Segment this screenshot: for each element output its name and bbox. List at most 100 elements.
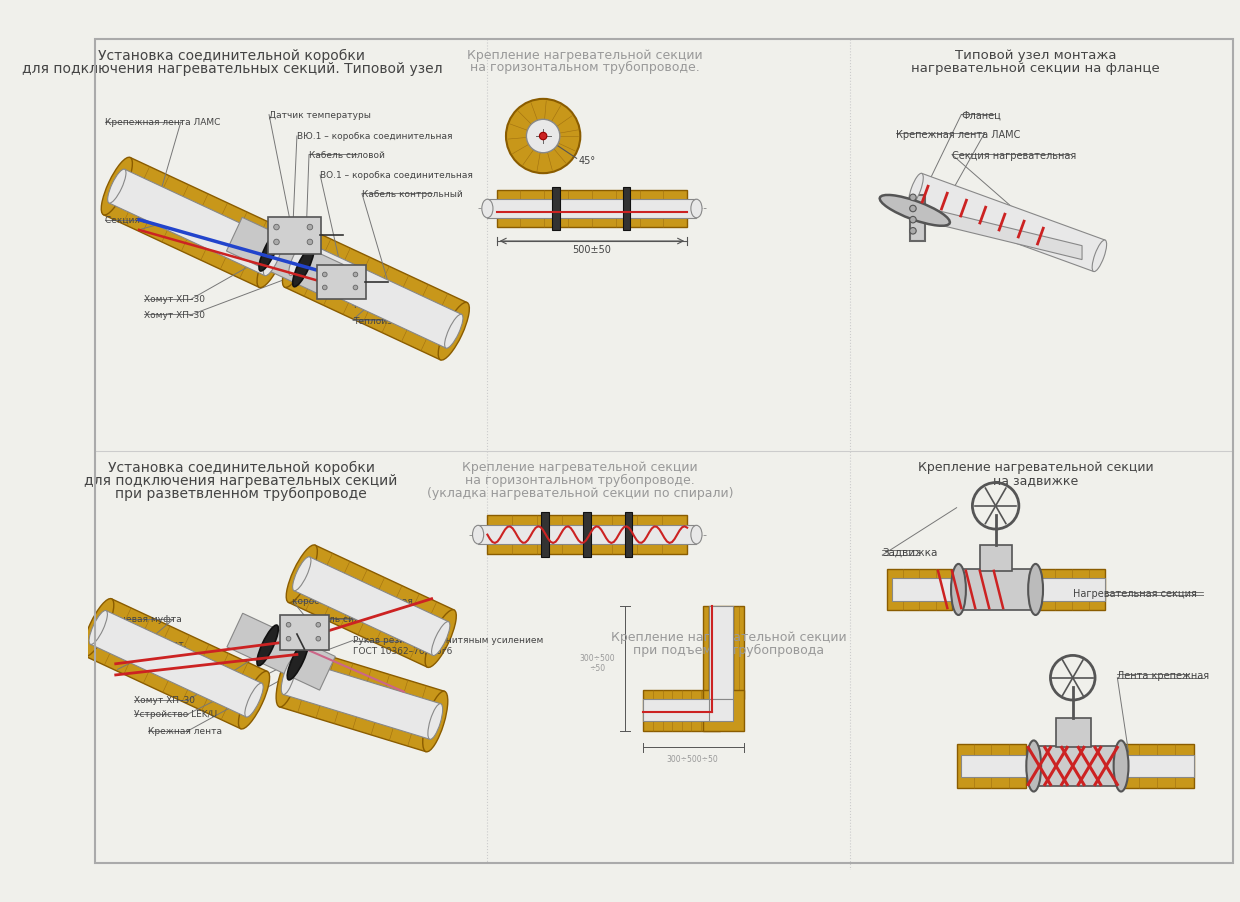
Text: Рукав резиновый с нитяным усилением: Рукав резиновый с нитяным усилением [352,636,543,645]
Text: 500±50: 500±50 [572,244,611,254]
Bar [1035,578,1105,601]
Circle shape [910,194,916,200]
Text: Нагревательная секция: Нагревательная секция [1073,589,1197,600]
Text: Крепежная лента ЛАМС: Крепежная лента ЛАМС [897,130,1021,140]
Circle shape [910,227,916,234]
Circle shape [539,133,547,140]
Text: Кожух: Кожух [325,682,356,691]
Polygon shape [910,173,1105,272]
Polygon shape [109,170,280,276]
Bar [479,525,697,544]
Text: Лента крепежная: Лента крепежная [1117,671,1209,681]
Text: Хомут ХП–30: Хомут ХП–30 [144,310,205,319]
Ellipse shape [423,691,448,751]
Ellipse shape [102,157,133,215]
Text: Устройство LEK/U: Устройство LEK/U [134,710,217,719]
Text: 45°: 45° [578,156,595,167]
Text: Установка соединительной коробки: Установка соединительной коробки [108,461,374,475]
Circle shape [316,622,321,627]
Text: Теплоизоляция: Теплоизоляция [352,317,425,326]
Bar [644,690,719,731]
Polygon shape [283,658,440,740]
Ellipse shape [89,611,108,644]
Text: Фланец: Фланец [961,111,1001,121]
Text: Крепление нагревательной секции: Крепление нагревательной секции [611,631,847,644]
Text: коробка соединительная: коробка соединительная [293,597,413,606]
Ellipse shape [1027,741,1042,792]
Text: ВО.1 – коробка соединительная: ВО.1 – коробка соединительная [320,171,472,180]
Circle shape [910,216,916,223]
Text: Кожух: Кожух [352,301,383,310]
FancyBboxPatch shape [268,216,321,254]
Circle shape [286,637,291,641]
Polygon shape [910,204,1083,260]
Ellipse shape [438,302,470,360]
Ellipse shape [263,242,281,276]
Bar [1038,569,1105,610]
Bar [959,569,1035,610]
Polygon shape [91,611,262,717]
Circle shape [308,239,312,244]
Ellipse shape [244,683,263,717]
Text: Крепление нагревательной секции: Крепление нагревательной секции [467,49,703,61]
Bar [961,755,1034,778]
Text: (укладка нагревательной секции по спирали): (укладка нагревательной секции по спирал… [427,487,734,501]
Text: Хомут ХП–30: Хомут ХП–30 [144,295,205,304]
Circle shape [286,622,291,627]
Ellipse shape [691,199,702,217]
Text: Типовой узел монтажа: Типовой узел монтажа [955,49,1116,61]
Bar [887,569,952,610]
Bar [708,699,733,722]
Circle shape [274,225,279,230]
Polygon shape [916,189,1100,256]
Bar [980,545,1012,571]
FancyBboxPatch shape [280,614,329,649]
Ellipse shape [1092,240,1106,272]
Polygon shape [290,242,461,348]
Text: Крежная лента: Крежная лента [149,727,222,736]
Text: Кабель силовой: Кабель силовой [306,615,382,624]
Text: для подключения нагревательных секций. Типовой узел: для подключения нагревательных секций. Т… [21,61,443,76]
Ellipse shape [879,195,950,226]
Polygon shape [279,647,444,751]
Bar [583,512,590,557]
Text: Установка соединительной коробки: Установка соединительной коробки [98,49,366,63]
Polygon shape [285,230,467,360]
Bar [708,606,733,699]
Ellipse shape [691,525,702,544]
Bar [703,606,744,699]
Circle shape [322,272,327,277]
Bar [910,195,925,241]
Text: при разветвленном трубопроводе: при разветвленном трубопроводе [115,487,367,502]
Text: Теплоизоляция: Теплоизоляция [325,697,398,706]
FancyBboxPatch shape [317,265,366,299]
Bar [1120,755,1194,778]
Text: Задвижка: Задвижка [883,548,937,557]
Text: нагревательной секции на фланце: нагревательной секции на фланце [911,61,1159,75]
Circle shape [910,206,916,212]
Circle shape [322,285,327,290]
Circle shape [316,637,321,641]
Ellipse shape [293,557,311,591]
Ellipse shape [425,610,456,667]
Ellipse shape [482,199,494,217]
Ellipse shape [283,230,314,288]
Bar [1121,743,1194,788]
Text: на горизонтальном трубопроводе.: на горизонтальном трубопроводе. [470,60,699,74]
Text: Секция нагреват.: Секция нагреват. [102,640,186,649]
Text: Крепежная лента ЛАМС: Крепежная лента ЛАМС [104,118,219,127]
Polygon shape [103,158,286,288]
Bar [892,578,961,601]
Polygon shape [84,599,268,729]
Text: при подъемах трубопровода: при подъемах трубопровода [634,644,825,658]
Ellipse shape [259,230,280,271]
Ellipse shape [1114,741,1128,792]
Bar [625,512,632,557]
Text: Крепление нагревательной секции: Крепление нагревательной секции [918,461,1153,474]
Circle shape [274,239,279,244]
Polygon shape [289,545,454,667]
Text: Концевая муфта: Концевая муфта [102,615,181,624]
Text: на задвижке: на задвижке [993,474,1079,487]
Ellipse shape [108,169,126,203]
Ellipse shape [238,671,269,729]
